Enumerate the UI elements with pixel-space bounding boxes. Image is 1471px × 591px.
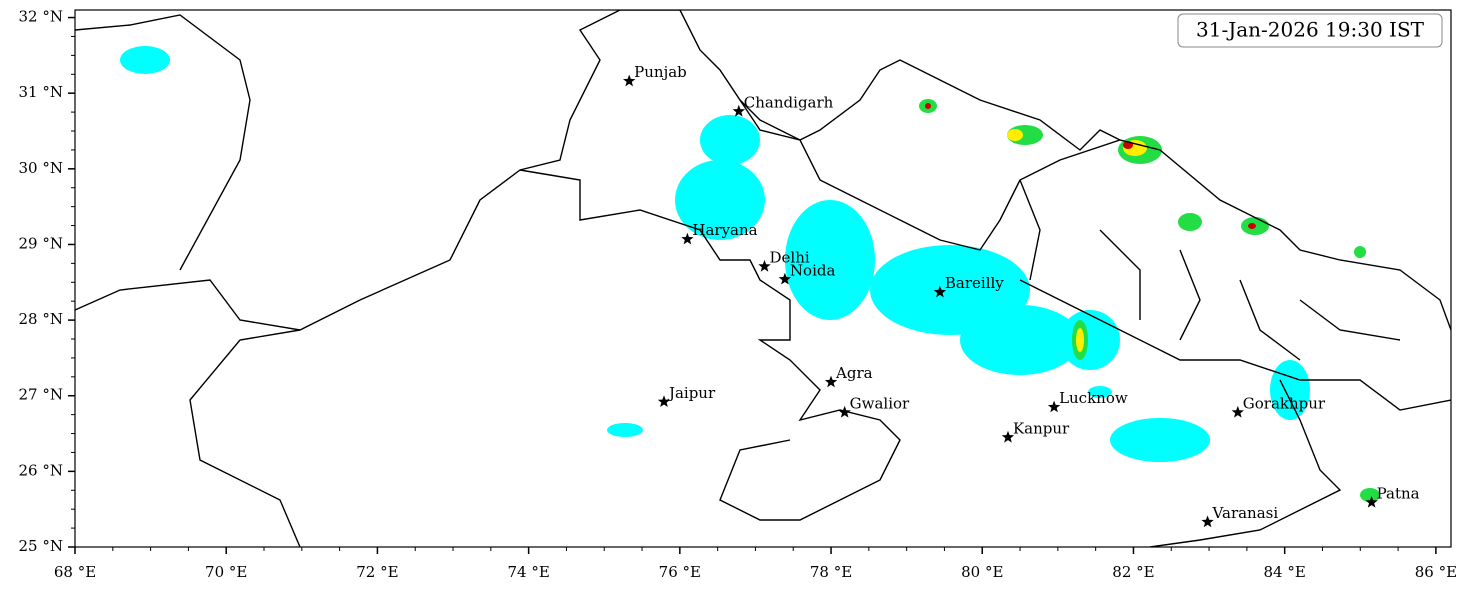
city-label: Agra [835,364,873,382]
city-marker [1047,400,1061,413]
city-label: Gwalior [850,394,910,412]
city-label: Punjab [634,63,687,81]
x-tick-label: 70 °E [205,563,247,581]
x-tick-label: 82 °E [1112,563,1154,581]
x-tick-label: 78 °E [810,563,852,581]
y-tick-label: 31 °N [19,83,63,101]
y-tick-label: 25 °N [19,537,63,555]
city-label: Kanpur [1013,419,1070,437]
y-tick-label: 27 °N [19,386,63,404]
borders [75,10,1451,547]
x-tick-label: 72 °E [356,563,398,581]
y-tick-label: 30 °N [19,159,63,177]
city-marker [1365,495,1378,508]
city-marker [1001,430,1015,443]
y-tick-label: 29 °N [19,234,63,252]
city-marker [824,375,838,388]
city-label: Bareilly [945,274,1004,292]
x-tick-label: 76 °E [659,563,701,581]
city-marker [681,232,694,245]
city-marker [838,405,851,418]
city-marker [623,74,636,87]
city-label: Patna [1377,484,1420,502]
city-marker [657,395,671,407]
x-tick-label: 84 °E [1264,563,1306,581]
y-tick-label: 28 °N [19,310,63,328]
city-marker [778,272,792,285]
city-label: Lucknow [1059,389,1128,407]
city-label: Delhi [770,248,810,266]
x-tick-label: 80 °E [961,563,1003,581]
city-marker [1231,405,1244,418]
city-marker [933,285,947,298]
title: 31-Jan-2026 19:30 IST [1196,18,1425,42]
city-label: Gorakhpur [1243,394,1326,412]
city-label: Jaipur [667,384,716,402]
city-label: Chandigarh [744,93,834,111]
city-label: Varanasi [1212,504,1279,522]
city-marker [758,259,771,272]
x-tick-label: 86 °E [1415,563,1457,581]
x-tick-label: 74 °E [507,563,549,581]
city-label: Haryana [692,221,757,239]
precipitation [120,46,1380,502]
city-marker [732,104,745,117]
city-label: Noida [790,261,836,279]
y-tick-label: 32 °N [19,8,63,26]
plot-frame [74,9,1452,548]
y-tick-label: 26 °N [19,461,63,479]
title-box [1177,13,1443,48]
x-tick-label: 68 °E [54,563,96,581]
city-marker [1201,515,1214,528]
